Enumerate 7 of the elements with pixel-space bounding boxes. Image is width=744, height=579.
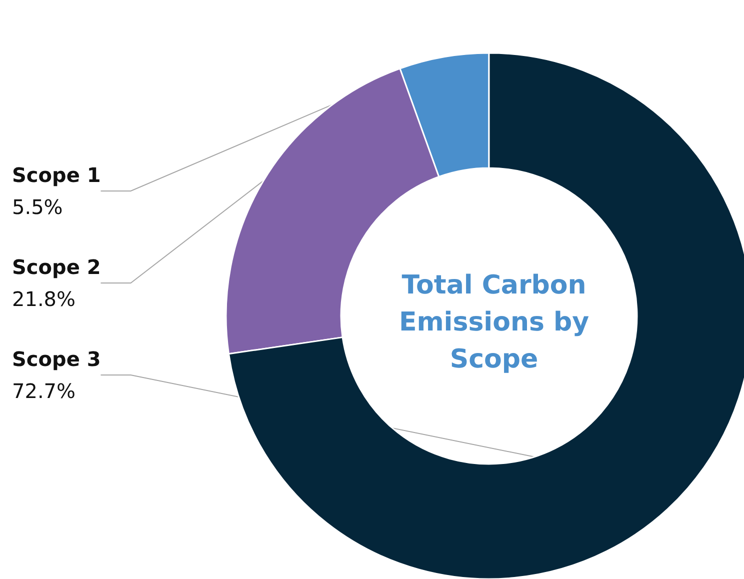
data-label: 5.5% (12, 195, 63, 219)
data-label: 21.8% (12, 287, 76, 311)
slice-label: Scope 1 (12, 163, 101, 187)
slice-label: Scope 2 (12, 255, 101, 279)
data-label: 72.7% (12, 379, 76, 403)
slice-label: Scope 3 (12, 347, 101, 371)
text: Total Carbon Emissions by Scope (398, 270, 590, 374)
